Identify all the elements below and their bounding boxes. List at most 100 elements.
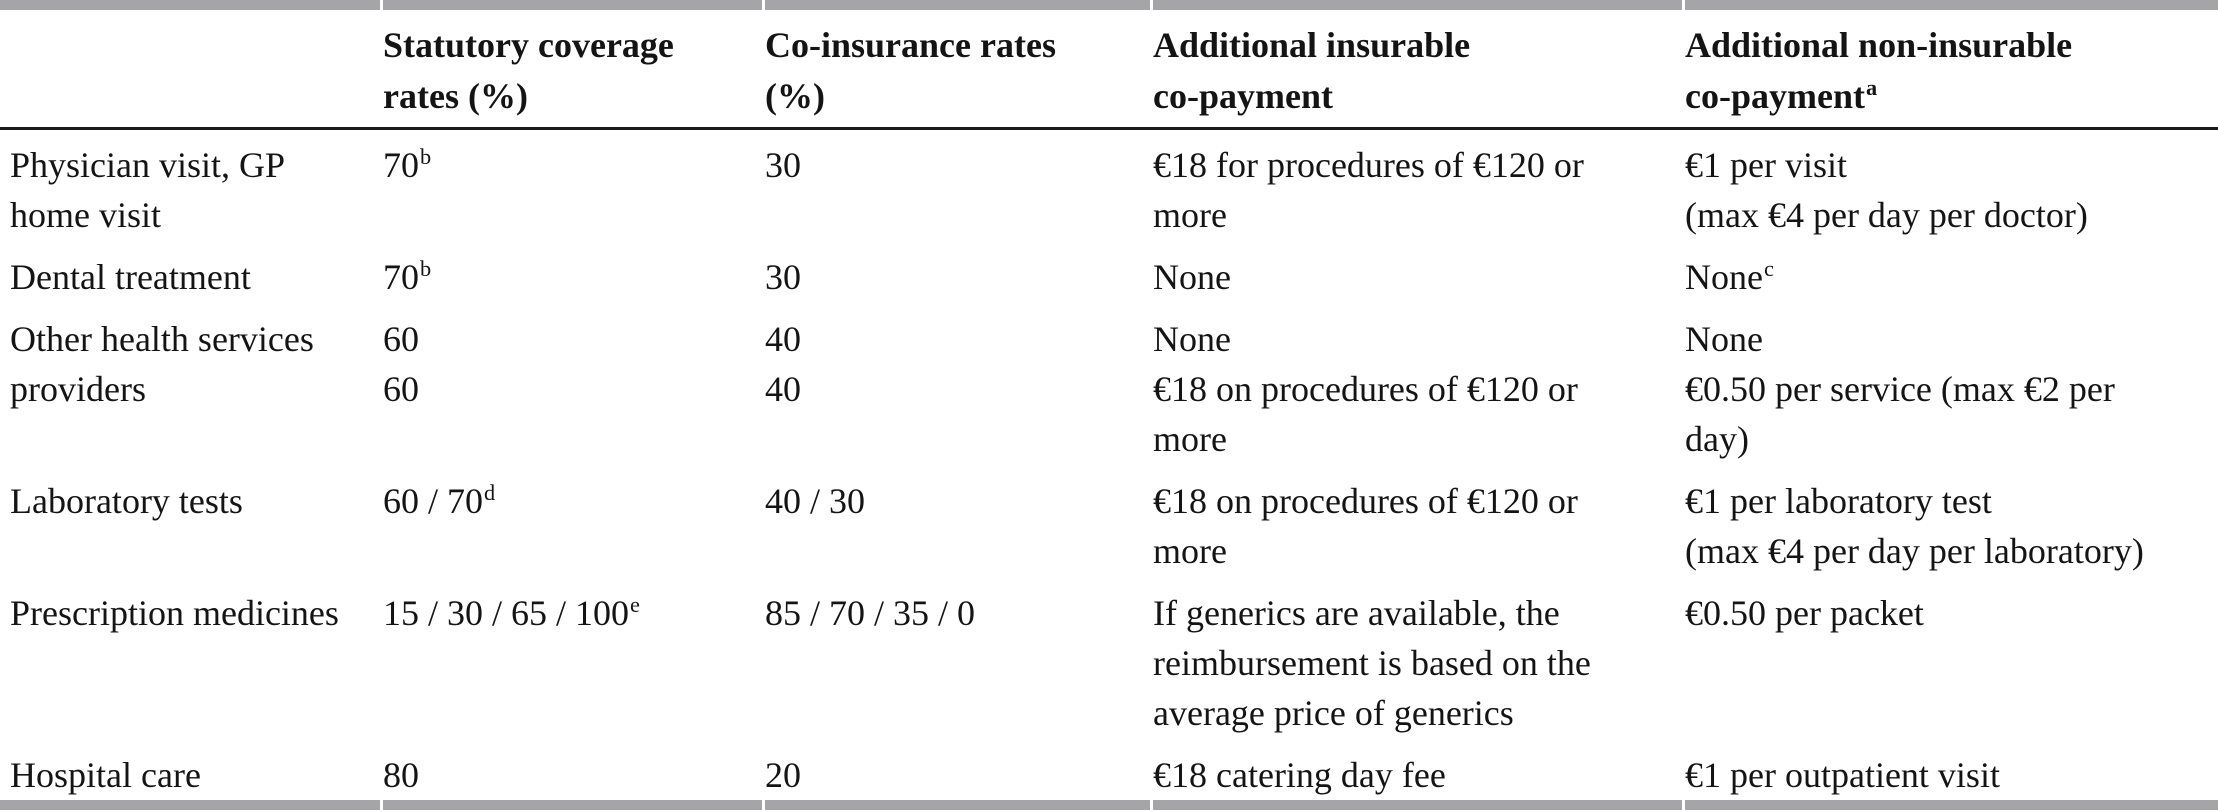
cell-non-insurable-copay: €1 per visit (max €4 per day per doctor) [1685, 140, 2218, 240]
cell-text: €18 on procedures of €120 or [1153, 481, 1578, 521]
cell-text: Laboratory tests [10, 481, 243, 521]
cell-line: €18 catering day fee [1153, 750, 1685, 800]
cell-insurable-copay: €18 for procedures of €120 or more [1153, 140, 1685, 240]
header-cell-co-insurance: Co-insurance rates (%) [765, 20, 1153, 122]
cell-text: €18 for procedures of €120 or [1153, 145, 1584, 185]
cell-line: €18 for procedures of €120 or [1153, 140, 1685, 190]
rule-segment-statutory-coverage [383, 800, 765, 810]
cell-insurable-copay: €18 catering day fee [1153, 750, 1685, 800]
cell-line: (max €4 per day per laboratory) [1685, 526, 2218, 576]
cell-line: 30 [765, 252, 1153, 302]
cell-text: (max €4 per day per doctor) [1685, 195, 2088, 235]
cell-text: co-payment [1685, 76, 1865, 116]
cell-statutory-coverage: 60 60 [383, 314, 765, 464]
cell-non-insurable-copay: €0.50 per packet [1685, 588, 2218, 738]
cell-line: €18 on procedures of €120 or [1153, 476, 1685, 526]
cell-line: (%) [765, 71, 1153, 122]
table-row: Other health services providers 60 60 40 40 No… [0, 314, 2218, 464]
cell-line: more [1153, 190, 1685, 240]
cell-service: Physician visit, GP home visit [0, 140, 383, 240]
cell-text: 40 [765, 369, 801, 409]
table-header-row: Statutory coverage rates (%) Co-insurance … [0, 20, 2218, 122]
cell-line: 20 [765, 750, 1153, 800]
table-row: Dental treatment 70b 30 None Nonec [0, 252, 2218, 302]
cell-line: home visit [10, 190, 383, 240]
cell-statutory-coverage: 15 / 30 / 65 / 100e [383, 588, 765, 738]
cell-line: 60 / 70d [383, 476, 765, 526]
cell-text: 20 [765, 755, 801, 795]
rule-segment-co-insurance [765, 0, 1153, 10]
cell-line: 85 / 70 / 35 / 0 [765, 588, 1153, 638]
footnote-marker: b [420, 256, 432, 281]
table-body: Physician visit, GP home visit 70b 30 €18 fo… [0, 130, 2218, 800]
cell-co-insurance: 40 / 30 [765, 476, 1153, 576]
cell-line: more [1153, 526, 1685, 576]
cell-line: €1 per outpatient visit [1685, 750, 2218, 800]
cell-text: providers [10, 369, 146, 409]
cell-text: If generics are available, the [1153, 593, 1560, 633]
cell-line: more [1153, 414, 1685, 464]
cell-line: €0.50 per packet [1685, 588, 2218, 638]
cell-insurable-copay: If generics are available, the reimbursem… [1153, 588, 1685, 738]
cell-text: None [1153, 257, 1231, 297]
cell-statutory-coverage: 60 / 70d [383, 476, 765, 576]
cell-line: None [1685, 314, 2218, 364]
cell-line: 15 / 30 / 65 / 100e [383, 588, 765, 638]
cell-text: 70 [383, 257, 419, 297]
cell-text: (%) [765, 76, 825, 116]
cell-text: 85 / 70 / 35 / 0 [765, 593, 976, 633]
rule-segment-non-insurable-copay [1685, 800, 2218, 810]
cell-co-insurance: 30 [765, 140, 1153, 240]
cell-line: rates (%) [383, 71, 765, 122]
cell-line: 40 / 30 [765, 476, 1153, 526]
header-cell-insurable-copay: Additional insurable co-payment [1153, 20, 1685, 122]
table-row: Physician visit, GP home visit 70b 30 €18 fo… [0, 140, 2218, 240]
cell-line: None [1153, 314, 1685, 364]
cell-text: €1 per laboratory test [1685, 481, 1992, 521]
table-row: Laboratory tests 60 / 70d 40 / 30 €18 on pr… [0, 476, 2218, 576]
cell-co-insurance: 30 [765, 252, 1153, 302]
cell-line: co-payment [1153, 71, 1685, 122]
cell-text: (max €4 per day per laboratory) [1685, 531, 2144, 571]
cell-text: rates (%) [383, 76, 528, 116]
cell-text: €1 per visit [1685, 145, 1847, 185]
rule-segment-statutory-coverage [383, 0, 765, 10]
cell-text: None [1153, 319, 1231, 359]
cell-text: €1 per outpatient visit [1685, 755, 2000, 795]
cell-text: more [1153, 419, 1227, 459]
cell-line: Physician visit, GP [10, 140, 383, 190]
cell-text: 60 [383, 369, 419, 409]
cell-line: None [1153, 252, 1685, 302]
cell-text: Prescription medicines [10, 593, 339, 633]
cell-text: 30 [765, 145, 801, 185]
cell-text: €0.50 per service (max €2 per [1685, 369, 2115, 409]
footnote-marker: d [484, 480, 496, 505]
table-top-rule-bar [0, 0, 2218, 10]
cell-line: 70b [383, 140, 765, 190]
cell-line: Other health services [10, 314, 383, 364]
cell-statutory-coverage: 70b [383, 140, 765, 240]
cell-line: 80 [383, 750, 765, 800]
footnote-marker: b [420, 144, 432, 169]
cell-text: day) [1685, 419, 1749, 459]
cell-non-insurable-copay: None €0.50 per service (max €2 per day) [1685, 314, 2218, 464]
cell-line: Nonec [1685, 252, 2218, 302]
rule-segment-service [0, 800, 383, 810]
cell-text: Additional insurable [1153, 25, 1471, 65]
cell-line: Statutory coverage [383, 20, 765, 71]
rule-segment-insurable-copay [1153, 800, 1685, 810]
table-bottom-rule-bar [0, 800, 2218, 810]
rule-segment-co-insurance [765, 800, 1153, 810]
cell-line: Dental treatment [10, 252, 383, 302]
header-cell-statutory-coverage: Statutory coverage rates (%) [383, 20, 765, 122]
cell-line: 60 [383, 364, 765, 414]
cell-line: Additional non-insurable [1685, 20, 2218, 71]
cell-text: co-payment [1153, 76, 1333, 116]
rule-segment-insurable-copay [1153, 0, 1685, 10]
cell-service: Prescription medicines [0, 588, 383, 738]
cell-line: Hospital care [10, 750, 383, 800]
cell-text: €18 on procedures of €120 or [1153, 369, 1578, 409]
cell-text: Co-insurance rates [765, 25, 1056, 65]
cell-line: €1 per laboratory test [1685, 476, 2218, 526]
cell-text: 80 [383, 755, 419, 795]
